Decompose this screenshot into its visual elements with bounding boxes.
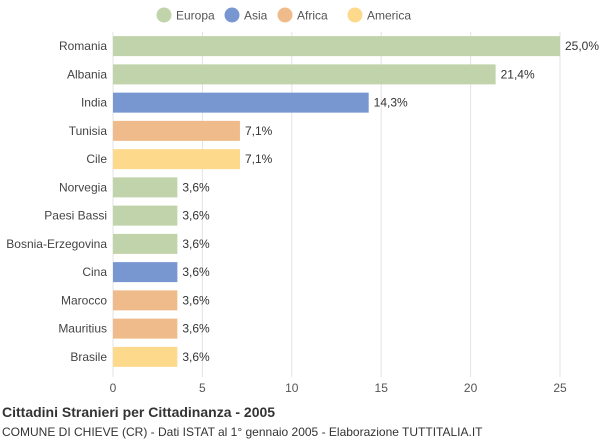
- bar: [113, 149, 240, 170]
- bar: [113, 290, 178, 311]
- value-label: 3,6%: [182, 237, 210, 251]
- legend-label: Africa: [297, 9, 328, 23]
- category-label: Cina: [82, 265, 107, 279]
- value-label: 7,1%: [245, 152, 273, 166]
- category-label: Brasile: [70, 350, 107, 364]
- category-label: India: [81, 96, 107, 110]
- value-label: 3,6%: [182, 209, 210, 223]
- legend-swatch: [347, 7, 363, 23]
- bar: [113, 233, 178, 254]
- x-tick-label: 20: [464, 381, 478, 395]
- value-label: 21,4%: [501, 67, 535, 81]
- value-label: 3,6%: [182, 350, 210, 364]
- category-label: Cile: [86, 152, 107, 166]
- legend-swatch: [224, 7, 240, 23]
- bar: [113, 205, 178, 226]
- value-label: 3,6%: [182, 180, 210, 194]
- category-label: Mauritius: [58, 322, 107, 336]
- legend-label: Asia: [244, 9, 268, 23]
- legend-label: Europa: [176, 9, 215, 23]
- category-label: Norvegia: [59, 180, 107, 194]
- category-label: Romania: [59, 39, 107, 53]
- x-tick-label: 15: [375, 381, 389, 395]
- value-label: 3,6%: [182, 293, 210, 307]
- value-label: 3,6%: [182, 322, 210, 336]
- bar: [113, 262, 178, 283]
- category-label: Marocco: [61, 293, 107, 307]
- bar: [113, 318, 178, 339]
- category-label: Albania: [67, 67, 107, 81]
- bar: [113, 177, 178, 198]
- bar: [113, 346, 178, 367]
- legend-swatch: [156, 7, 172, 23]
- bar: [113, 120, 240, 141]
- x-tick-label: 25: [553, 381, 567, 395]
- legend-label: America: [367, 9, 411, 23]
- bar-chart: 0 5 10 15 20 25 Romania 25,0% Albania 21,4% India 1…: [6, 7, 599, 395]
- x-tick-label: 5: [199, 381, 206, 395]
- bar: [113, 92, 369, 113]
- category-label: Tunisia: [69, 124, 108, 138]
- category-label: Bosnia-Erzegovina: [6, 237, 107, 251]
- legend-swatch: [277, 7, 293, 23]
- value-label: 14,3%: [374, 96, 408, 110]
- bar: [113, 64, 496, 85]
- x-tick-label: 0: [110, 381, 117, 395]
- value-label: 25,0%: [565, 39, 599, 53]
- chart-subtitle: COMUNE DI CHIEVE (CR) - Dati ISTAT al 1°…: [2, 425, 483, 439]
- x-tick-label: 10: [285, 381, 299, 395]
- category-label: Paesi Bassi: [44, 209, 107, 223]
- bar: [113, 36, 560, 57]
- value-label: 7,1%: [245, 124, 273, 138]
- chart-title: Cittadini Stranieri per Cittadinanza - 2…: [2, 404, 276, 420]
- chart-area: 0 5 10 15 20 25 Romania 25,0% Albania 21,4% India 1…: [6, 7, 599, 395]
- value-label: 3,6%: [182, 265, 210, 279]
